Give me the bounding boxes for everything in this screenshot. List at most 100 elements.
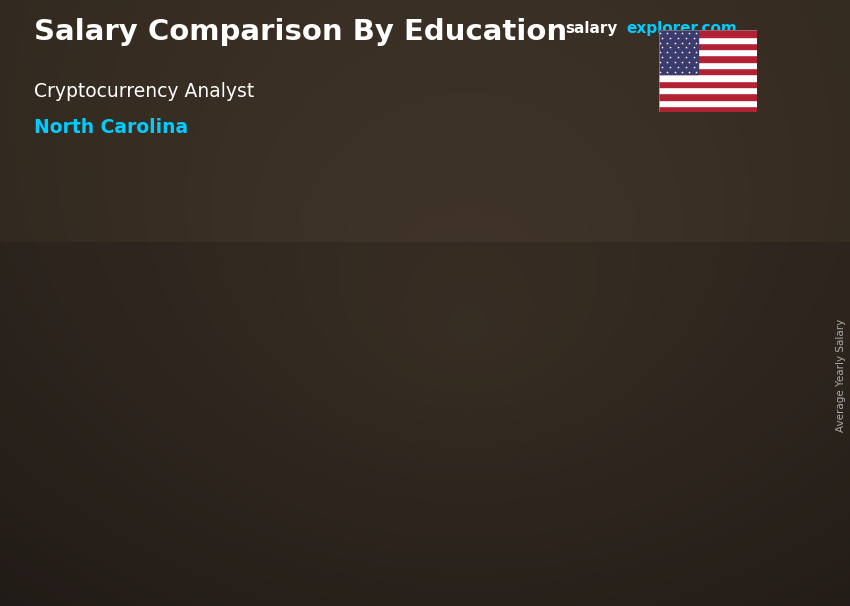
Bar	[667, 464, 741, 465]
Bar	[741, 397, 747, 398]
Bar	[599, 539, 605, 540]
Bar	[599, 460, 605, 462]
Bar	[667, 544, 741, 546]
Bar	[599, 387, 605, 389]
Bar	[741, 490, 747, 492]
Bar	[599, 510, 605, 511]
Bar	[316, 557, 322, 558]
Bar	[667, 470, 741, 472]
Bar	[242, 512, 316, 513]
Bar	[667, 402, 741, 403]
Bar	[316, 504, 322, 505]
Bar	[599, 499, 605, 501]
Bar	[599, 454, 605, 456]
Bar	[457, 465, 463, 467]
Bar	[599, 435, 605, 437]
Bar	[457, 511, 463, 512]
Bar	[384, 516, 457, 517]
Bar	[741, 400, 747, 402]
Bar	[525, 534, 599, 536]
Bar	[525, 444, 599, 445]
Bar	[667, 481, 741, 482]
Bar	[384, 506, 457, 507]
Bar	[457, 447, 463, 448]
Bar	[741, 498, 747, 500]
Bar	[741, 362, 747, 364]
Bar	[599, 466, 605, 467]
Bar	[659, 36, 756, 43]
Bar	[457, 441, 463, 442]
Bar	[100, 549, 174, 550]
Bar	[525, 442, 599, 444]
Bar	[667, 505, 741, 507]
Bar	[457, 502, 463, 503]
Bar	[100, 537, 174, 538]
Bar	[316, 556, 322, 557]
Bar	[242, 475, 316, 476]
Bar	[599, 448, 605, 450]
Bar	[525, 467, 599, 469]
Bar	[667, 411, 741, 413]
Bar	[667, 446, 741, 448]
Bar	[667, 549, 741, 551]
Bar	[174, 547, 180, 548]
Bar	[599, 543, 605, 544]
Bar	[457, 474, 463, 475]
Bar	[741, 379, 747, 381]
Bar	[599, 481, 605, 482]
Bar	[100, 476, 174, 477]
Bar	[384, 514, 457, 515]
Bar	[100, 514, 174, 515]
Bar	[525, 454, 599, 456]
Bar	[316, 467, 322, 468]
Bar	[599, 470, 605, 471]
Bar	[316, 474, 322, 475]
Bar	[741, 375, 747, 377]
Bar	[525, 473, 599, 474]
Bar	[174, 540, 180, 541]
Bar	[741, 493, 747, 495]
Bar	[667, 364, 741, 365]
Bar	[667, 381, 741, 382]
Bar	[384, 473, 457, 474]
Bar	[659, 56, 756, 62]
Bar	[659, 30, 698, 75]
Bar	[599, 456, 605, 457]
Bar	[667, 444, 741, 446]
Bar	[100, 534, 174, 535]
Bar	[667, 533, 741, 534]
Bar	[667, 365, 741, 367]
Bar	[242, 519, 316, 520]
Bar	[316, 464, 322, 465]
Bar	[100, 511, 174, 512]
Bar	[242, 497, 316, 498]
Bar	[457, 491, 463, 492]
Bar	[741, 367, 747, 369]
Bar	[667, 408, 741, 410]
Bar	[667, 374, 741, 375]
Bar	[242, 496, 316, 497]
Bar	[667, 543, 741, 544]
Bar	[384, 441, 457, 442]
Bar	[316, 547, 322, 548]
Bar	[174, 518, 180, 519]
Bar	[100, 504, 174, 505]
Text: +47%: +47%	[441, 271, 500, 289]
Bar	[384, 499, 457, 500]
Bar	[741, 441, 747, 442]
Bar	[384, 512, 457, 513]
Bar	[667, 426, 741, 428]
Bar	[457, 533, 463, 534]
Bar	[667, 465, 741, 467]
Bar	[667, 436, 741, 438]
Bar	[525, 502, 599, 504]
Bar	[599, 437, 605, 438]
Bar	[100, 536, 174, 537]
Bar	[316, 554, 322, 555]
Bar	[316, 536, 322, 537]
Bar	[599, 450, 605, 451]
Bar	[100, 529, 174, 530]
Bar	[741, 472, 747, 474]
Bar	[741, 439, 747, 441]
Bar	[525, 520, 599, 521]
